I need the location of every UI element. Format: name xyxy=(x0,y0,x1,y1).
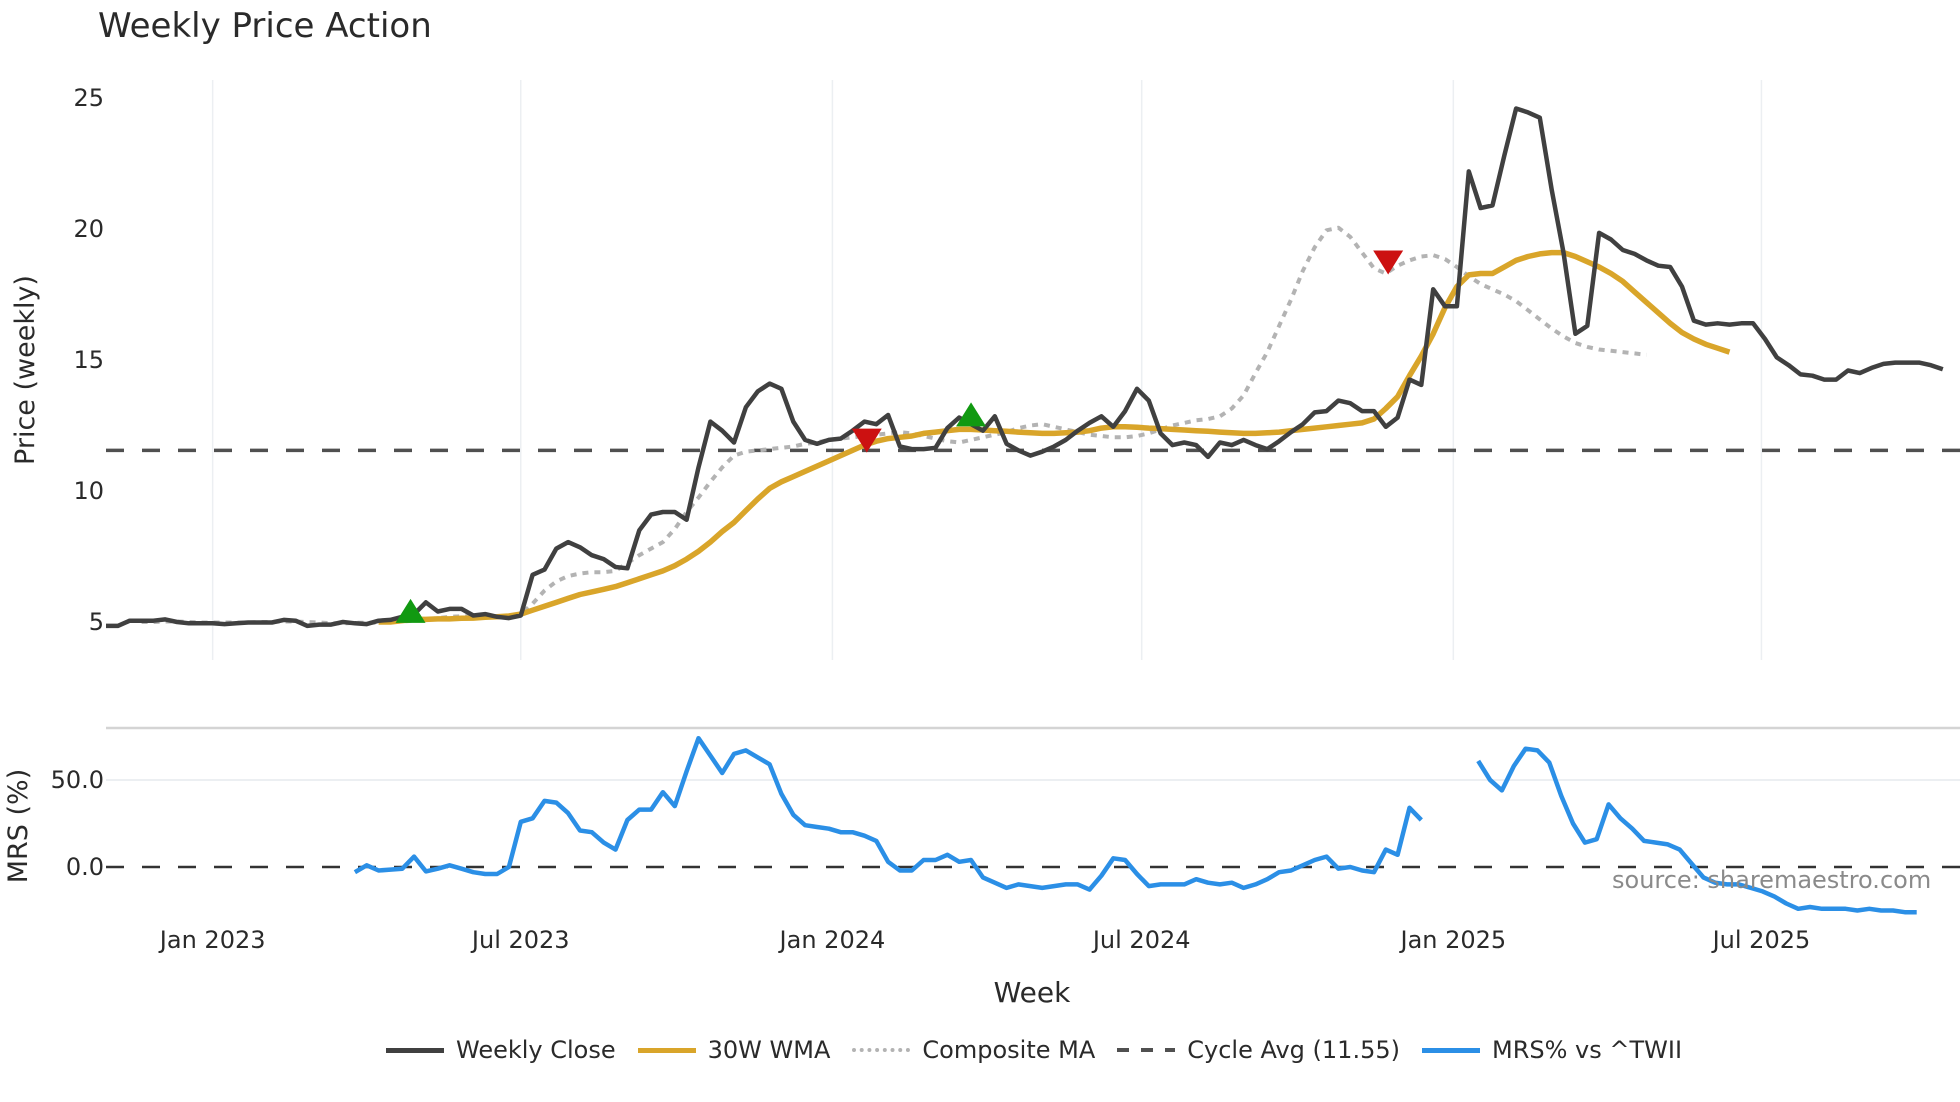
legend-item-close[interactable]: Weekly Close xyxy=(386,1036,616,1064)
legend-item-composite[interactable]: Composite MA xyxy=(852,1036,1095,1064)
x-tick-label: Jul 2025 xyxy=(1711,926,1811,954)
series-wma xyxy=(378,249,1731,625)
buy-signal-marker xyxy=(956,402,987,427)
x-tick-label: Jul 2024 xyxy=(1091,926,1191,954)
x-tick-label: Jul 2023 xyxy=(470,926,570,954)
y-tick-label: 20 xyxy=(73,215,104,243)
y-axis-label-price: Price (weekly) xyxy=(10,275,41,465)
legend-label: 30W WMA xyxy=(707,1036,831,1064)
legend-label: MRS% vs ^TWII xyxy=(1491,1036,1683,1064)
y-tick-label: 25 xyxy=(73,84,104,112)
legend-swatch-icon xyxy=(1117,1048,1176,1052)
y-tick-label: 0.0 xyxy=(66,853,104,881)
legend-swatch-icon xyxy=(852,1048,911,1052)
series-mrs xyxy=(353,735,1423,892)
legend-swatch-icon xyxy=(1421,1047,1480,1053)
y-axis-label-mrs: MRS (%) xyxy=(3,769,34,884)
sell-signal-marker xyxy=(1373,250,1404,275)
y-tick-label: 15 xyxy=(73,346,104,374)
legend: Weekly Close 30W WMA Composite MA Cycle Avg… xyxy=(386,1036,1704,1064)
legend-swatch-icon xyxy=(637,1047,696,1053)
legend-label: Weekly Close xyxy=(456,1036,616,1064)
series-close xyxy=(106,106,1944,629)
source-note: source: sharemaestro.com xyxy=(1612,866,1932,894)
legend-swatch-icon xyxy=(386,1047,444,1053)
y-tick-label: 10 xyxy=(73,477,104,505)
legend-item-wma[interactable]: 30W WMA xyxy=(637,1036,831,1064)
sell-signal-marker xyxy=(851,428,882,453)
legend-label: Cycle Avg (11.55) xyxy=(1187,1036,1400,1064)
y-tick-label: 50.0 xyxy=(51,766,104,794)
x-tick-label: Jan 2024 xyxy=(778,926,886,954)
x-tick-label: Jan 2025 xyxy=(1398,926,1506,954)
legend-label: Composite MA xyxy=(922,1036,1096,1064)
chart-title: Weekly Price Action xyxy=(98,6,432,46)
series-mrs xyxy=(1476,746,1917,915)
legend-item-mrs[interactable]: MRS% vs ^TWII xyxy=(1421,1036,1683,1064)
y-tick-label: 5 xyxy=(89,608,104,636)
legend-item-cycle[interactable]: Cycle Avg (11.55) xyxy=(1117,1036,1400,1064)
buy-signal-marker xyxy=(395,598,426,623)
x-tick-label: Jan 2023 xyxy=(158,926,266,954)
x-axis-label: Week xyxy=(994,976,1071,1009)
